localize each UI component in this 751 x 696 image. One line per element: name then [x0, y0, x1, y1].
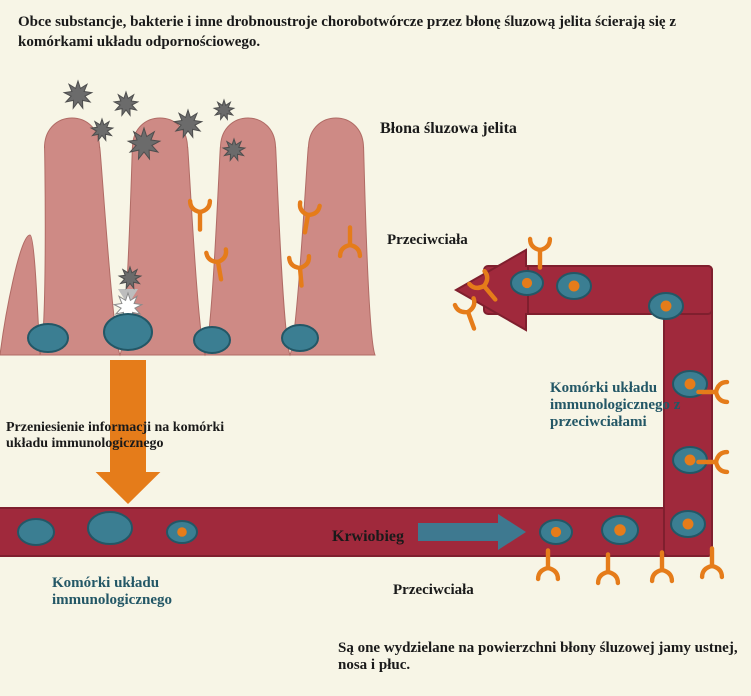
- immune-cell: [167, 521, 197, 543]
- immune-cell: [649, 293, 683, 319]
- pathogen-icon: [214, 100, 234, 119]
- footer-text: Są one wydzielane na powierzchni błony ś…: [338, 640, 738, 674]
- label-mucosa: Błona śluzowa jelita: [380, 120, 517, 138]
- label-bloodstream: Krwiobieg: [332, 528, 404, 546]
- immune-cell: [28, 324, 68, 352]
- immune-cell: [18, 519, 54, 545]
- immune-cell: [282, 325, 318, 351]
- label-transfer: Przeniesienie informacji na komórki ukła…: [6, 420, 256, 452]
- immune-cell: [557, 273, 591, 299]
- immune-cell: [511, 271, 543, 295]
- intestinal-villi: [0, 118, 375, 355]
- pathogen-icon: [114, 92, 138, 115]
- immune-cell: [194, 327, 230, 353]
- immune-cell: [602, 516, 638, 544]
- label-immune-with-ab: Komórki układu immunologicznego z przeci…: [550, 380, 720, 431]
- title-text: Obce substancje, bakterie i inne drobnou…: [18, 12, 728, 53]
- immune-cell: [88, 512, 132, 544]
- immune-cell: [104, 314, 152, 350]
- label-antibodies-bottom: Przeciwciała: [393, 582, 474, 599]
- pathogen-icon: [64, 81, 92, 108]
- label-antibodies-top: Przeciwciała: [387, 232, 468, 249]
- label-immune-cells: Komórki układu immunologicznego: [52, 575, 232, 609]
- antibody-icon: [530, 239, 550, 268]
- immune-cell: [671, 511, 705, 537]
- immune-cell: [540, 520, 572, 544]
- antibody-icon: [598, 554, 618, 583]
